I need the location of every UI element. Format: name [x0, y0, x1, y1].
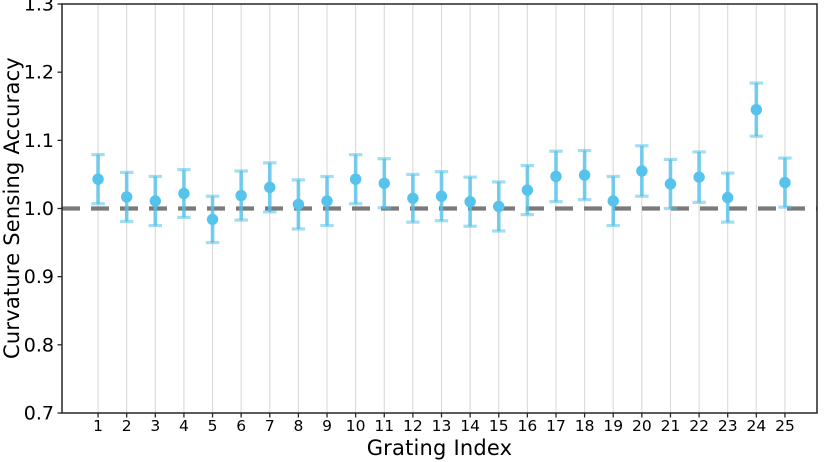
x-tick-label: 10 [346, 417, 366, 435]
y-tick-label: 1.1 [24, 130, 54, 152]
x-tick-label: 15 [489, 417, 509, 435]
data-point-marker [779, 176, 791, 189]
y-tick-label: 1.3 [24, 0, 54, 16]
x-tick-label: 18 [575, 417, 595, 435]
data-point-marker [722, 191, 734, 204]
data-point-marker [149, 195, 162, 207]
y-tick-label: 0.7 [24, 403, 54, 425]
x-tick-label: 14 [460, 417, 480, 435]
data-point-marker [264, 181, 276, 194]
x-tick-label: 21 [661, 417, 681, 435]
data-point-marker [349, 173, 362, 185]
data-point-marker [550, 170, 562, 183]
data-point-marker [636, 165, 648, 177]
data-point-marker [493, 200, 505, 213]
data-point-marker [292, 198, 305, 211]
y-tick-label: 0.8 [24, 334, 54, 356]
x-tick-label: 16 [517, 417, 537, 435]
data-point-marker [578, 169, 591, 181]
data-point-marker [521, 184, 534, 196]
x-tick-label: 8 [293, 417, 303, 435]
x-tick-label: 12 [403, 417, 423, 435]
data-point-marker [607, 195, 619, 207]
data-point-marker [750, 103, 763, 116]
data-point-marker [206, 213, 219, 226]
x-tick-label: 11 [374, 417, 394, 435]
data-point-marker [378, 177, 390, 189]
y-tick-label: 1.0 [24, 198, 54, 220]
x-tick-label: 19 [603, 417, 623, 435]
x-tick-label: 20 [632, 417, 652, 435]
data-point-marker [321, 195, 333, 207]
data-point-marker [120, 191, 133, 203]
x-tick-label: 23 [718, 417, 738, 435]
x-tick-label: 3 [150, 417, 160, 435]
y-axis-title: Curvature Sensing Accuracy [0, 57, 24, 360]
y-tick-label: 1.2 [24, 62, 54, 84]
x-tick-label: 1 [93, 417, 103, 435]
x-tick-label: 5 [208, 417, 218, 435]
data-point-marker [693, 171, 705, 183]
x-tick-label: 17 [546, 417, 566, 435]
x-tick-label: 9 [322, 417, 332, 435]
data-point-marker [235, 189, 247, 202]
x-tick-label: 2 [122, 417, 132, 435]
x-tick-label: 13 [432, 417, 452, 435]
data-point-marker [435, 190, 448, 202]
data-point-marker [407, 192, 419, 204]
y-tick-label: 0.9 [24, 266, 54, 288]
x-tick-label: 7 [265, 417, 275, 435]
x-tick-label: 25 [775, 417, 795, 435]
data-point-marker [92, 173, 104, 185]
x-axis-title: Grating Index [366, 436, 513, 460]
data-point-marker [664, 178, 677, 190]
data-point-marker [464, 195, 476, 208]
data-point-marker [178, 187, 190, 200]
x-tick-label: 6 [236, 417, 246, 435]
x-tick-label: 4 [179, 417, 189, 435]
x-tick-label: 24 [746, 417, 766, 435]
x-tick-label: 22 [689, 417, 709, 435]
